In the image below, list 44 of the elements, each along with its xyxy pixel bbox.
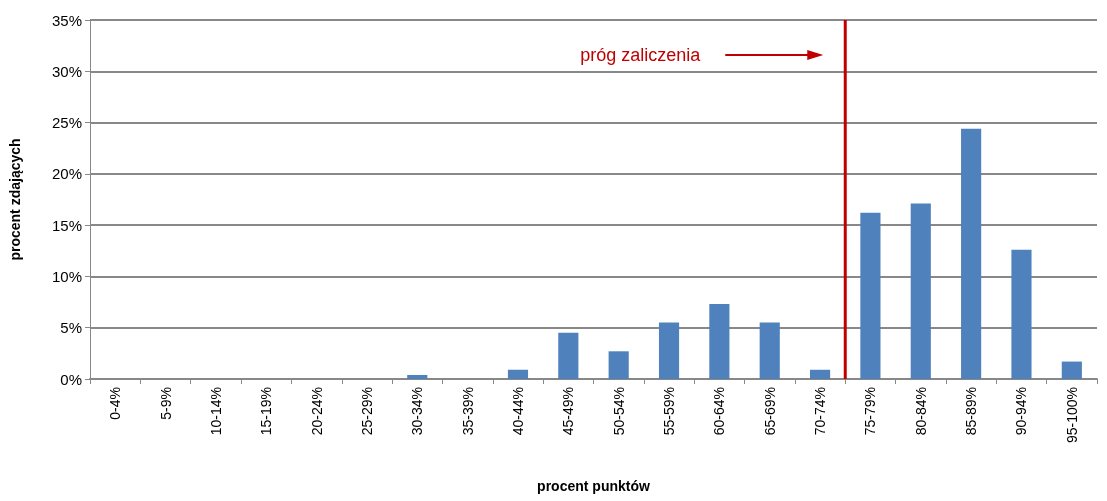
y-tick-label: 35%	[51, 11, 82, 29]
bar	[1061, 361, 1082, 379]
y-tick-label: 10%	[51, 267, 82, 285]
y-tick-label: 5%	[60, 319, 82, 337]
x-tick-label: 40-44%	[509, 387, 526, 436]
bar	[658, 322, 680, 379]
ref-line-label: próg zaliczenia	[580, 45, 702, 65]
y-tick-label: 0%	[60, 370, 82, 388]
x-tick-label: 55-59%	[661, 387, 678, 436]
bar	[608, 351, 629, 379]
y-tick-label: 25%	[51, 114, 82, 132]
x-tick-label: 15-19%	[258, 387, 275, 436]
bar	[507, 369, 529, 379]
x-tick-label: 0-4%	[107, 387, 124, 420]
bar	[759, 322, 780, 379]
x-tick-label: 25-29%	[358, 387, 375, 436]
y-tick-label: 30%	[51, 62, 82, 80]
x-tick-label: 35-39%	[459, 387, 476, 436]
x-tick-label: 60-64%	[711, 387, 728, 436]
x-tick-label: 65-69%	[761, 387, 778, 436]
bar	[860, 212, 881, 379]
x-tick-label: 10-14%	[207, 387, 224, 436]
x-tick-label: 90-94%	[1013, 387, 1030, 436]
bar	[810, 369, 831, 379]
x-tick-label: 5-9%	[157, 387, 174, 420]
x-tick-label: 70-74%	[812, 387, 829, 436]
x-tick-label: 85-89%	[963, 387, 980, 436]
bar	[1011, 249, 1032, 379]
x-tick-label: 95-100%	[1063, 387, 1080, 444]
x-tick-label: 20-24%	[308, 387, 325, 436]
y-tick-label: 20%	[51, 165, 82, 183]
x-tick-label: 50-54%	[610, 387, 627, 436]
bar	[407, 374, 428, 379]
bar	[910, 203, 931, 379]
x-tick-label: 80-84%	[912, 387, 929, 436]
bar	[961, 128, 982, 379]
x-axis-title: procent punktów	[537, 478, 650, 494]
x-tick-label: 30-34%	[409, 387, 426, 436]
x-tick-label: 75-79%	[862, 387, 879, 436]
y-axis-title: procent zdających	[7, 138, 23, 261]
x-tick-label: 45-49%	[560, 387, 577, 436]
y-tick-label: 15%	[51, 216, 82, 234]
bar	[709, 304, 730, 379]
bar	[558, 332, 579, 379]
